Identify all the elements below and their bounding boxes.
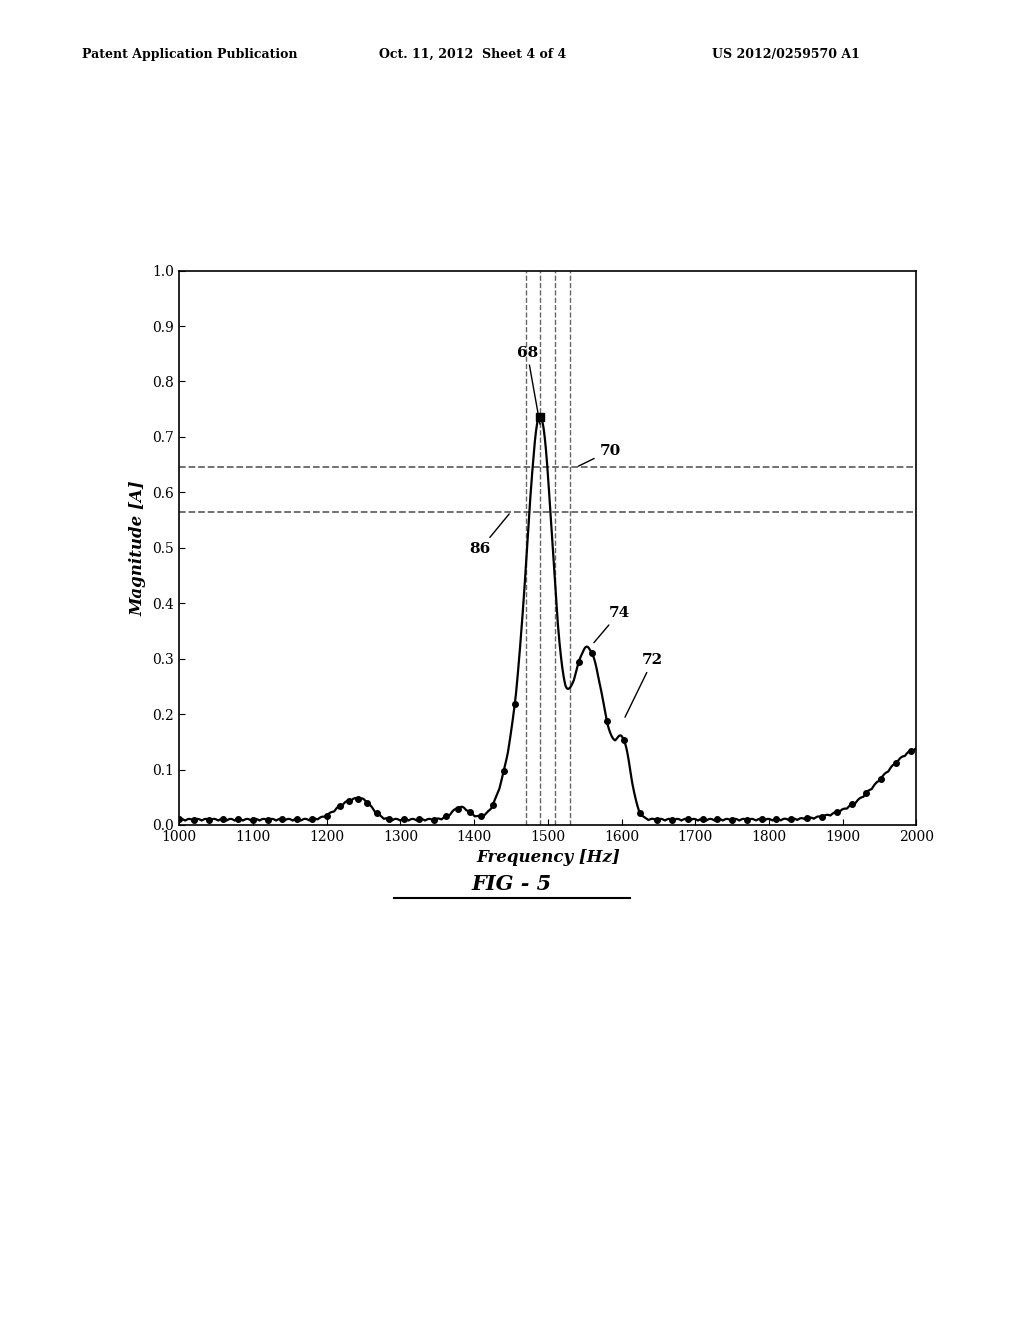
Text: 72: 72 (625, 653, 664, 717)
Text: 86: 86 (469, 513, 509, 556)
Text: 70: 70 (579, 444, 621, 466)
Text: 74: 74 (594, 606, 630, 643)
Text: FIG - 5: FIG - 5 (472, 874, 552, 895)
X-axis label: Frequency [Hz]: Frequency [Hz] (476, 849, 620, 866)
Y-axis label: Magnitude [A]: Magnitude [A] (130, 480, 146, 615)
Text: 68: 68 (516, 346, 540, 424)
Text: Oct. 11, 2012  Sheet 4 of 4: Oct. 11, 2012 Sheet 4 of 4 (379, 48, 566, 61)
Text: Patent Application Publication: Patent Application Publication (82, 48, 297, 61)
Text: US 2012/0259570 A1: US 2012/0259570 A1 (712, 48, 859, 61)
